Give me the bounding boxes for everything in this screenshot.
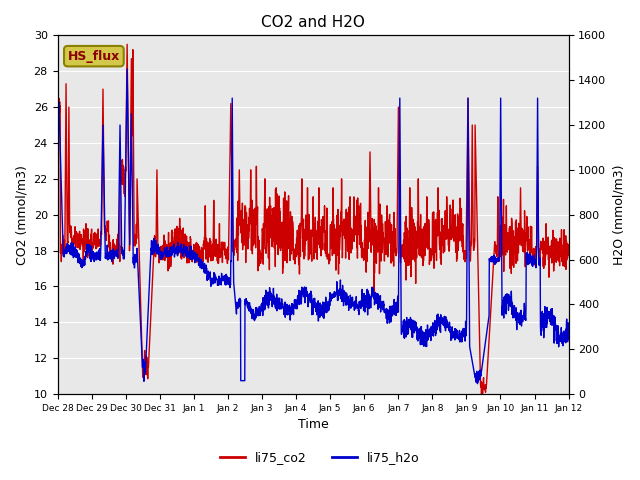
li75_h2o xyxy=(534,169,542,175)
X-axis label: Time: Time xyxy=(298,419,328,432)
Legend: li75_co2, li75_h2o: li75_co2, li75_h2o xyxy=(215,446,425,469)
li75_co2 xyxy=(328,225,335,230)
Line: li75_h2o: li75_h2o xyxy=(58,69,568,384)
Title: CO2 and H2O: CO2 and H2O xyxy=(261,15,365,30)
li75_co2 xyxy=(564,252,572,258)
Line: li75_co2: li75_co2 xyxy=(58,44,568,394)
li75_co2 xyxy=(534,204,542,210)
li75_h2o xyxy=(474,381,481,386)
li75_co2 xyxy=(54,103,61,108)
li75_h2o xyxy=(54,98,61,104)
li75_h2o xyxy=(196,265,204,271)
Y-axis label: H2O (mmol/m3): H2O (mmol/m3) xyxy=(612,165,625,265)
li75_h2o xyxy=(461,330,469,336)
li75_co2 xyxy=(477,391,485,397)
li75_h2o xyxy=(124,66,131,72)
li75_h2o xyxy=(564,336,572,342)
li75_co2 xyxy=(124,41,131,47)
li75_co2 xyxy=(339,219,347,225)
li75_co2 xyxy=(461,248,469,253)
li75_co2 xyxy=(196,253,204,259)
Y-axis label: CO2 (mmol/m3): CO2 (mmol/m3) xyxy=(15,165,28,264)
li75_h2o xyxy=(328,295,335,300)
li75_h2o xyxy=(520,309,528,314)
Text: HS_flux: HS_flux xyxy=(68,50,120,63)
li75_co2 xyxy=(520,228,528,234)
li75_h2o xyxy=(339,284,347,290)
